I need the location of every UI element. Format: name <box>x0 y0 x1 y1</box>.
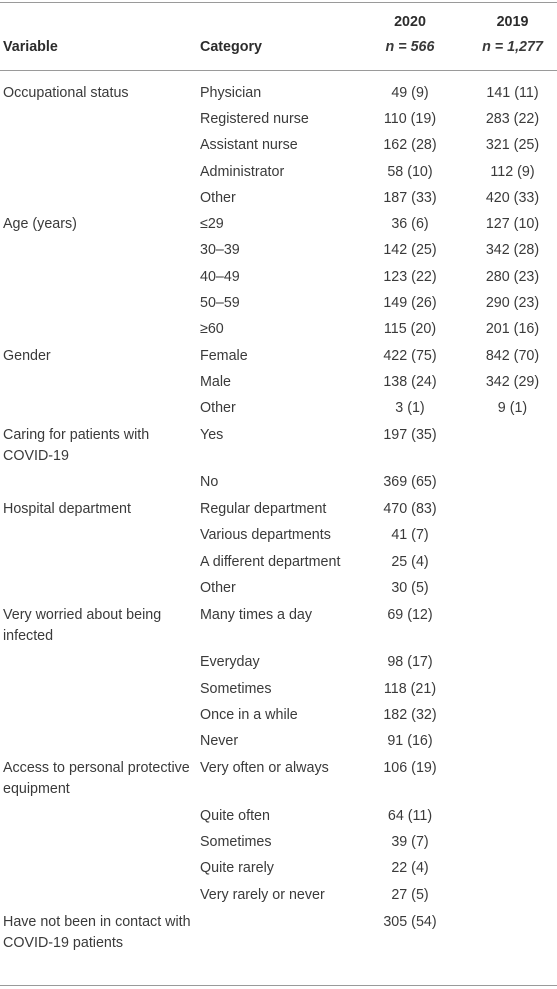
category-cell: ≥60 <box>200 321 224 337</box>
variable-cell: Gender <box>3 348 51 364</box>
value-2019-cell: 112 (9) <box>490 164 535 180</box>
value-2019-cell: 127 (10) <box>485 216 540 232</box>
category-cell: Female <box>200 348 248 364</box>
category-cell: A different department <box>200 554 341 570</box>
header-2019-n: n = 1,277 <box>482 39 543 55</box>
variable-cell: Caring for patients with COVID-19 <box>3 427 150 464</box>
value-2019-cell: 342 (29) <box>485 374 540 390</box>
value-2020-cell: 115 (20) <box>383 321 437 337</box>
value-2020-cell: 58 (10) <box>387 164 433 180</box>
category-cell: No <box>200 474 219 490</box>
category-cell: 50–59 <box>200 295 240 311</box>
value-2019-cell: 420 (33) <box>485 190 540 206</box>
value-2019-cell: 9 (1) <box>497 400 528 416</box>
value-2020-cell: 197 (35) <box>383 427 437 443</box>
value-2020-cell: 64 (11) <box>387 808 433 824</box>
value-2019-cell: 141 (11) <box>486 85 539 101</box>
category-cell: Very rarely or never <box>200 887 325 903</box>
category-cell: 30–39 <box>200 242 240 258</box>
value-2020-cell: 98 (17) <box>387 654 433 670</box>
top-rule <box>0 2 557 3</box>
value-2020-cell: 49 (9) <box>391 85 429 101</box>
value-2020-cell: 187 (33) <box>383 190 437 206</box>
value-2020-cell: 39 (7) <box>391 834 429 850</box>
header-2020-year: 2020 <box>394 14 426 30</box>
category-cell: Quite often <box>200 808 270 824</box>
value-2020-cell: 91 (16) <box>387 733 433 749</box>
bottom-rule <box>0 985 557 986</box>
value-2019-cell: 280 (23) <box>485 269 540 285</box>
category-cell: Physician <box>200 85 262 101</box>
header-2020-n: n = 566 <box>385 39 435 55</box>
category-cell: Yes <box>200 427 224 443</box>
header-variable: Variable <box>3 39 58 55</box>
category-cell: Assistant nurse <box>200 137 298 153</box>
category-cell: 40–49 <box>200 269 240 285</box>
variable-cell: Access to personal protective equipment <box>3 760 190 797</box>
category-cell: Never <box>200 733 239 749</box>
value-2020-cell: 106 (19) <box>383 760 437 776</box>
category-cell: Quite rarely <box>200 860 274 876</box>
category-cell: ≤29 <box>200 216 224 232</box>
value-2020-cell: 182 (32) <box>383 707 437 723</box>
value-2020-cell: 162 (28) <box>383 137 437 153</box>
value-2020-cell: 305 (54) <box>383 914 437 930</box>
variable-cell: Have not been in contact with COVID-19 p… <box>3 914 191 951</box>
category-cell: Sometimes <box>200 681 272 697</box>
variable-cell: Very worried about being infected <box>3 607 162 644</box>
header-2019-year: 2019 <box>496 14 529 30</box>
category-cell: Everyday <box>200 654 260 670</box>
value-2020-cell: 110 (19) <box>383 111 437 127</box>
value-2020-cell: 369 (65) <box>383 474 437 490</box>
value-2020-cell: 138 (24) <box>383 374 437 390</box>
variable-cell: Hospital department <box>3 501 131 517</box>
category-cell: Registered nurse <box>200 111 309 127</box>
value-2020-cell: 142 (25) <box>383 242 437 258</box>
value-2019-cell: 321 (25) <box>485 137 540 153</box>
value-2020-cell: 22 (4) <box>391 860 429 876</box>
variable-cell: Occupational status <box>3 85 129 101</box>
header-rule <box>0 70 557 71</box>
value-2020-cell: 69 (12) <box>387 607 433 623</box>
variable-cell: Age (years) <box>3 216 77 232</box>
category-cell: Other <box>200 400 236 416</box>
value-2020-cell: 470 (83) <box>383 501 437 517</box>
value-2020-cell: 123 (22) <box>383 269 437 285</box>
value-2020-cell: 149 (26) <box>383 295 437 311</box>
value-2019-cell: 342 (28) <box>485 242 540 258</box>
category-cell: Other <box>200 190 236 206</box>
category-cell: Very often or always <box>200 760 329 776</box>
category-cell: Many times a day <box>200 607 313 623</box>
header-category: Category <box>200 39 262 55</box>
category-cell: Male <box>200 374 231 390</box>
category-cell: Other <box>200 580 236 596</box>
value-2020-cell: 36 (6) <box>391 216 429 232</box>
value-2020-cell: 41 (7) <box>391 527 429 543</box>
value-2019-cell: 290 (23) <box>485 295 540 311</box>
value-2020-cell: 118 (21) <box>383 681 437 697</box>
category-cell: Various departments <box>200 527 331 543</box>
category-cell: Regular department <box>200 501 327 517</box>
category-cell: Once in a while <box>200 707 298 723</box>
category-cell: Sometimes <box>200 834 272 850</box>
value-2019-cell: 283 (22) <box>485 111 540 127</box>
value-2020-cell: 3 (1) <box>395 400 425 416</box>
category-cell: Administrator <box>200 164 285 180</box>
value-2020-cell: 27 (5) <box>391 887 429 903</box>
value-2020-cell: 30 (5) <box>391 580 429 596</box>
value-2020-cell: 422 (75) <box>383 348 437 364</box>
value-2019-cell: 842 (70) <box>485 348 540 364</box>
value-2020-cell: 25 (4) <box>391 554 429 570</box>
value-2019-cell: 201 (16) <box>485 321 540 337</box>
